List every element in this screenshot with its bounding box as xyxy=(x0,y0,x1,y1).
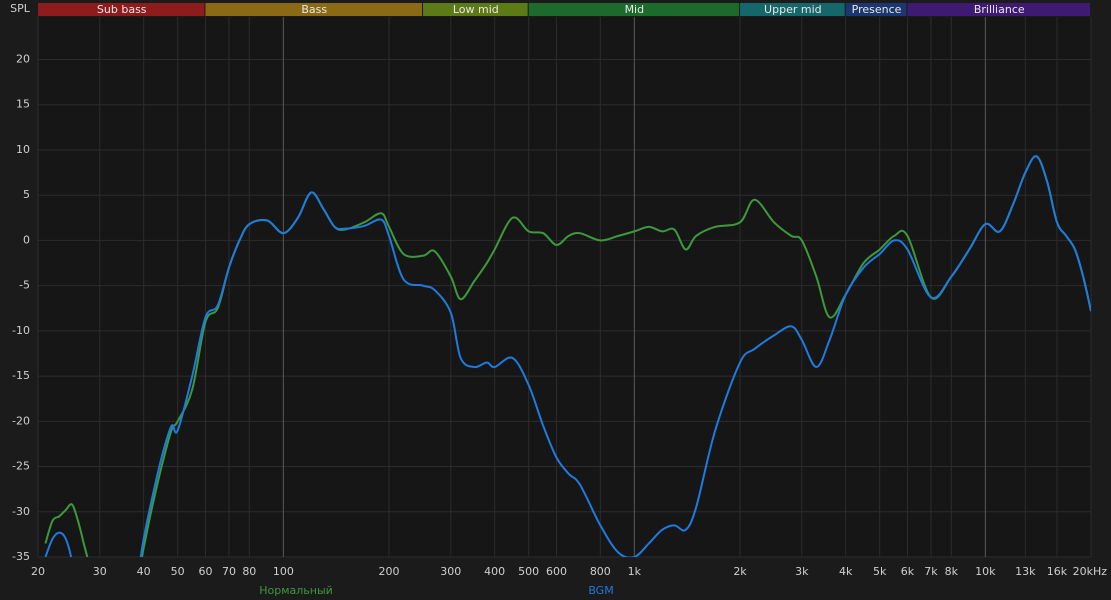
band-label: Low mid xyxy=(453,3,499,16)
band-label: Mid xyxy=(625,3,645,16)
y-tick-label: -10 xyxy=(12,324,30,337)
y-tick-label: -20 xyxy=(12,414,30,427)
y-tick-label: -5 xyxy=(19,279,30,292)
x-tick-label: 4k xyxy=(839,565,853,578)
legend-label: Нормальный xyxy=(259,584,333,597)
y-tick-label: 0 xyxy=(23,233,30,246)
y-tick-label: 10 xyxy=(16,143,30,156)
y-tick-label: -35 xyxy=(12,550,30,563)
y-tick-label: -25 xyxy=(12,460,30,473)
x-tick-label: 800 xyxy=(590,565,611,578)
legend-label: BGM xyxy=(588,584,613,597)
plot-area xyxy=(38,17,1091,557)
x-tick-label: 300 xyxy=(440,565,461,578)
x-tick-label: 13k xyxy=(1015,565,1036,578)
x-tick-label: 30 xyxy=(93,565,107,578)
x-tick-label: 70 xyxy=(222,565,236,578)
x-tick-label: 500 xyxy=(518,565,539,578)
band xyxy=(423,3,528,16)
band xyxy=(845,3,907,16)
x-tick-label: 16k xyxy=(1047,565,1068,578)
x-tick-label: 8k xyxy=(945,565,959,578)
y-tick-label: -15 xyxy=(12,369,30,382)
x-tick-label: 5k xyxy=(873,565,887,578)
x-tick-label: 400 xyxy=(484,565,505,578)
band-label: Bass xyxy=(301,3,327,16)
x-tick-label: 100 xyxy=(273,565,294,578)
band-label: Sub bass xyxy=(97,3,147,16)
x-tick-label: 50 xyxy=(171,565,185,578)
x-tick-label: 7k xyxy=(924,565,938,578)
x-tick-label: 80 xyxy=(242,565,256,578)
band xyxy=(205,3,423,16)
band xyxy=(740,3,845,16)
x-tick-label: 1k xyxy=(628,565,642,578)
x-tick-label: 2k xyxy=(733,565,747,578)
band-label: Brilliance xyxy=(974,3,1025,16)
x-tick-label: 40 xyxy=(137,565,151,578)
band xyxy=(528,3,739,16)
x-tick-label: 200 xyxy=(379,565,400,578)
band xyxy=(38,3,205,16)
band-label: Presence xyxy=(852,3,902,16)
y-tick-label: 5 xyxy=(23,188,30,201)
y-tick-label: -30 xyxy=(12,505,30,518)
series-line xyxy=(44,155,1091,557)
x-tick-label: 60 xyxy=(198,565,212,578)
x-tick-label: 600 xyxy=(546,565,567,578)
band xyxy=(907,3,1090,16)
x-tick-label: 3k xyxy=(795,565,809,578)
x-tick-label: 20kHz xyxy=(1073,565,1108,578)
x-tick-label: 10k xyxy=(975,565,996,578)
series-line xyxy=(44,155,1091,557)
y-tick-label: 20 xyxy=(16,53,30,66)
y-axis-label: SPL xyxy=(10,2,31,15)
x-tick-label: 6k xyxy=(901,565,915,578)
band-label: Upper mid xyxy=(764,3,822,16)
y-tick-label: 15 xyxy=(16,98,30,111)
x-tick-label: 20 xyxy=(31,565,45,578)
